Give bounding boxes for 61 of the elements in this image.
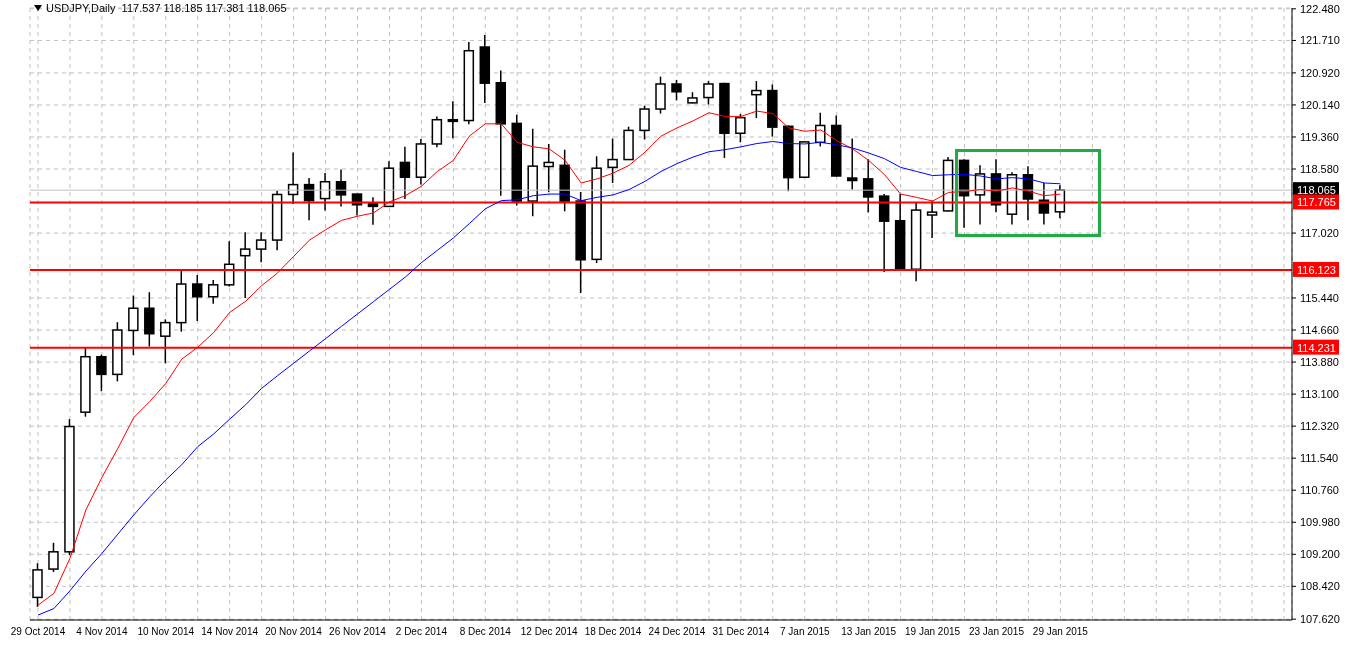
x-tick-label: 24 Dec 2014 [648,626,706,638]
candlestick [543,143,554,193]
x-tick-label: 31 Dec 2014 [712,626,770,638]
y-tick-label: 120.920 [1300,66,1340,79]
candlestick [367,196,379,226]
x-tick-label: 18 Dec 2014 [584,626,642,638]
x-tick-label: 23 Jan 2015 [968,626,1025,638]
candlestick [735,113,746,144]
x-tick-label: 19 Jan 2015 [905,626,961,638]
candlestick [207,279,219,305]
y-tick-label: 114.660 [1300,324,1339,337]
candlestick [335,168,347,208]
x-tick-label: 26 Nov 2014 [329,626,387,638]
x-tick-label: 13 Jan 2015 [841,626,897,638]
y-tick-label: 113.880 [1300,356,1339,369]
x-tick-label: 29 Jan 2015 [1032,626,1089,638]
x-tick-label: 7 Jan 2015 [780,626,830,638]
candlestick [447,100,459,139]
y-tick-label: 109.200 [1300,548,1340,561]
y-tick-label: 109.980 [1300,516,1340,529]
candlestick [846,137,858,191]
candlestick [48,542,59,573]
y-tick-label: 111.540 [1300,452,1339,465]
x-tick-label: 12 Dec 2014 [520,626,578,638]
y-tick-label: 122.480 [1300,2,1340,15]
y-tick-label: 121.710 [1300,34,1340,47]
x-tick-label: 14 Nov 2014 [201,626,259,638]
candlestick [160,318,171,365]
chart-title: USDJPY,Daily 117.537 118.185 117.381 118.065 [46,2,287,14]
candlestick [239,231,251,299]
y-tick-label: 115.440 [1300,291,1339,304]
candlestick [607,137,618,184]
ref-line-label: 114.231 [1297,341,1336,354]
y-tick-label: 120.140 [1300,98,1340,111]
candlestick [128,294,139,356]
y-tick-label: 108.420 [1300,580,1340,593]
y-tick-label: 107.620 [1300,613,1340,626]
x-tick-label: 2 Dec 2014 [395,626,448,638]
candlestick [703,80,714,106]
ref-line-label: 118.065 [1297,184,1336,197]
ref-line-label: 117.765 [1297,196,1336,209]
x-tick-label: 10 Nov 2014 [137,626,195,638]
y-tick-label: 112.320 [1300,420,1339,433]
candlestick [671,79,682,102]
candlestick [192,274,203,322]
candlestick [96,353,107,392]
y-tick-label: 110.760 [1300,484,1339,497]
x-tick-label: 20 Nov 2014 [265,626,323,638]
y-tick-label: 117.020 [1300,227,1339,240]
candlestick [639,105,650,141]
x-tick-label: 29 Oct 2014 [10,626,66,638]
candlestick [751,80,762,119]
candlestick [399,146,411,200]
x-tick-label: 4 Nov 2014 [76,626,128,638]
y-tick-label: 118.580 [1300,163,1339,176]
candlestick [255,231,267,263]
y-tick-label: 119.360 [1300,130,1339,143]
candlestick [862,158,874,214]
x-tick-label: 8 Dec 2014 [459,626,512,638]
ref-line-label: 116.123 [1297,263,1336,276]
y-tick-label: 113.100 [1300,388,1339,401]
